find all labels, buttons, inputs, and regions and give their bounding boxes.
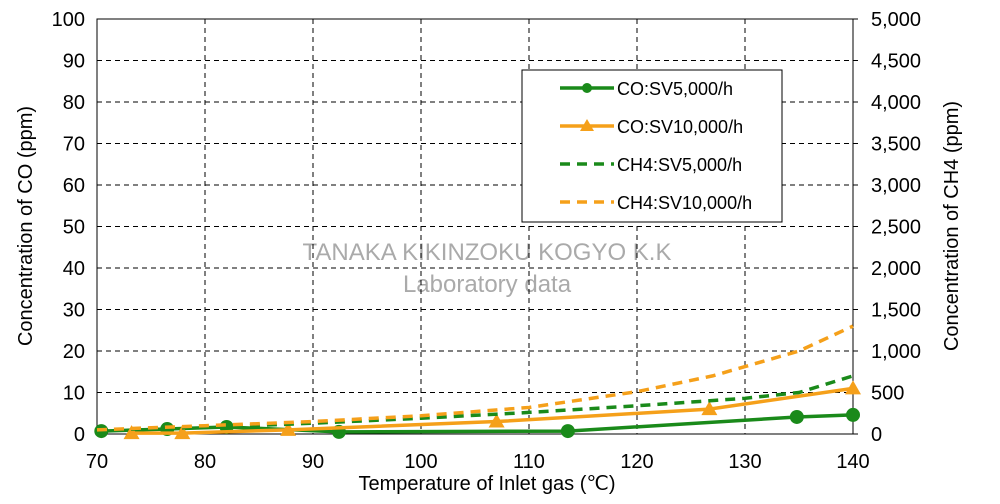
y2-tick-label: 3,500	[871, 134, 921, 156]
marker	[701, 401, 718, 416]
y-tick-label: 10	[63, 383, 85, 405]
marker	[174, 425, 191, 440]
y-axis-label: Concentration of CO (ppm)	[15, 106, 37, 346]
x-tick-label: 80	[194, 451, 216, 473]
legend-label: CH4:SV5,000/h	[617, 155, 742, 175]
x-axis-label: Temperature of Inlet gas (℃)	[358, 473, 615, 495]
y2-tick-label: 2,000	[871, 258, 921, 280]
legend-label: CO:SV5,000/h	[617, 79, 733, 99]
y2-tick-label: 4,500	[871, 51, 921, 73]
marker	[280, 421, 297, 436]
y2-tick-label: 5,000	[871, 9, 921, 31]
line	[96, 324, 854, 432]
y-tick-label: 80	[63, 92, 85, 114]
x-tick-label: 130	[728, 451, 761, 473]
marker	[789, 409, 804, 424]
y-tick-label: 70	[63, 134, 85, 156]
legend-label: CO:SV10,000/h	[617, 117, 743, 137]
legend-marker	[582, 83, 592, 93]
y2-tick-label: 1,000	[871, 341, 921, 363]
y2-tick-label: 1,500	[871, 300, 921, 322]
marker	[488, 413, 505, 428]
marker	[846, 407, 860, 422]
y-tick-label: 30	[63, 300, 85, 322]
x-tick-label: 90	[302, 451, 324, 473]
series	[96, 324, 854, 432]
line	[131, 386, 854, 435]
y-tick-label: 50	[63, 217, 85, 239]
y2-tick-label: 2,500	[871, 217, 921, 239]
plot-frame	[96, 18, 854, 435]
y-tick-label: 90	[63, 51, 85, 73]
x-tick-label: 70	[86, 451, 108, 473]
series	[123, 380, 861, 440]
watermark: Laboratory data	[403, 271, 572, 298]
y-tick-label: 40	[63, 258, 85, 280]
marker	[560, 424, 575, 439]
x-tick-label: 120	[620, 451, 653, 473]
y2-tick-label: 3,000	[871, 175, 921, 197]
y-tick-label: 100	[52, 9, 85, 31]
legend-label: CH4:SV10,000/h	[617, 193, 752, 213]
legend-marker	[580, 119, 594, 131]
x-tick-label: 100	[404, 451, 437, 473]
x-tick-label: 140	[836, 451, 869, 473]
marker	[845, 380, 861, 395]
x-tick-label: 110	[513, 451, 545, 473]
y-tick-label: 60	[63, 175, 85, 197]
legend-box	[521, 69, 783, 223]
watermark: TANAKA KIKINZOKU KOGYO K.K	[303, 239, 672, 266]
y-tick-label: 20	[63, 341, 85, 363]
y2-tick-label: 0	[871, 424, 882, 446]
y2-tick-label: 500	[871, 383, 904, 405]
marker	[123, 425, 140, 440]
y-tick-label: 0	[74, 424, 85, 446]
y2-tick-label: 4,000	[871, 92, 921, 114]
y2-axis-label: Concentration of CH4 (ppm)	[941, 101, 963, 351]
